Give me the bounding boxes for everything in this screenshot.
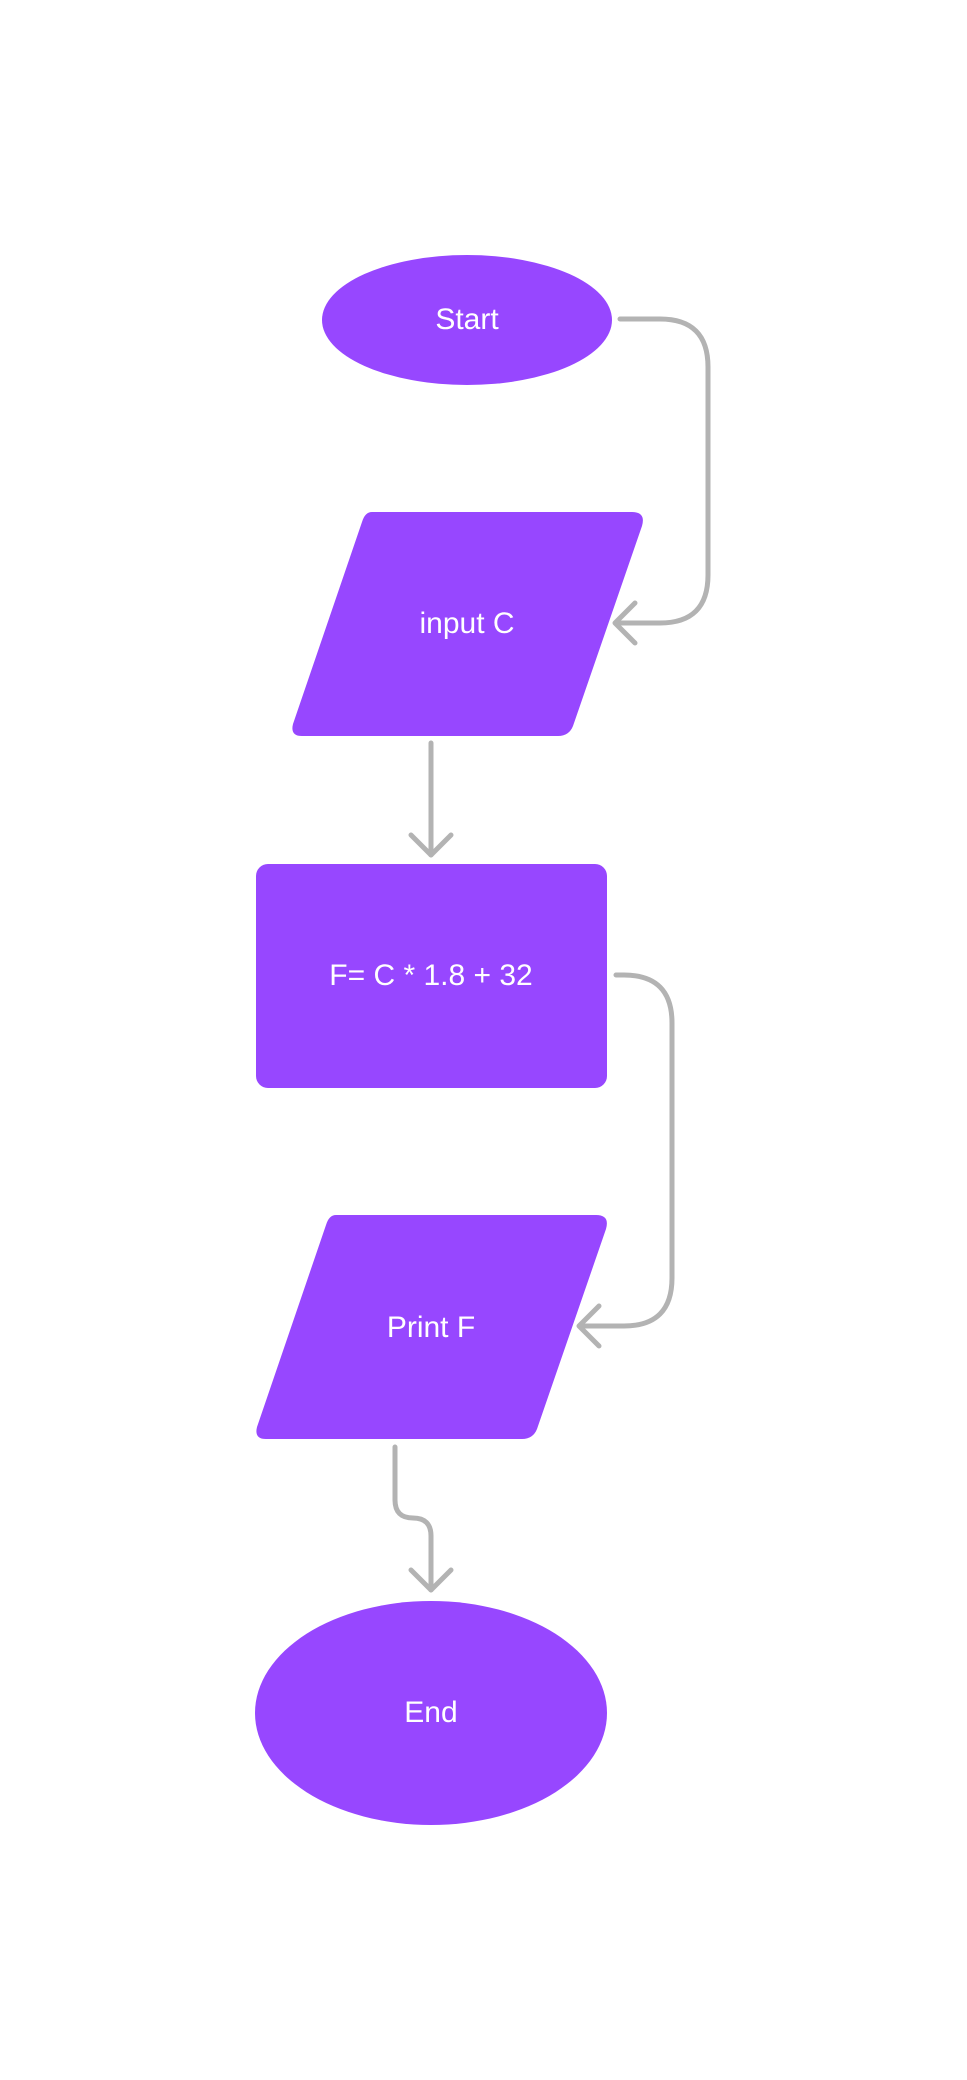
arrowhead-input-to-process — [408, 832, 454, 858]
edge-print-to-end — [392, 1444, 434, 1593]
print-node: Print F — [256, 1215, 607, 1439]
input-node: input C — [292, 512, 643, 736]
arrowhead-start-to-input — [612, 600, 638, 646]
edge-process-to-print — [578, 972, 675, 1329]
edge-start-to-input — [614, 316, 711, 626]
print-node-label: Print F — [387, 1311, 475, 1344]
start-node-label: Start — [435, 303, 499, 336]
end-node-shape — [255, 1601, 607, 1825]
print-node-shape — [256, 1215, 607, 1439]
start-node-shape — [322, 255, 612, 385]
start-node: Start — [322, 255, 612, 385]
arrowhead-print-to-end — [408, 1567, 454, 1593]
end-node: End — [255, 1601, 607, 1825]
process-node-shape — [256, 864, 607, 1088]
process-node-label: F= C * 1.8 + 32 — [329, 959, 532, 992]
connectors — [392, 316, 711, 1593]
process-node: F= C * 1.8 + 32 — [256, 864, 607, 1088]
arrowhead-process-to-print — [576, 1303, 602, 1349]
input-node-shape — [292, 512, 643, 736]
input-node-label: input C — [419, 607, 514, 640]
end-node-label: End — [404, 1696, 457, 1729]
